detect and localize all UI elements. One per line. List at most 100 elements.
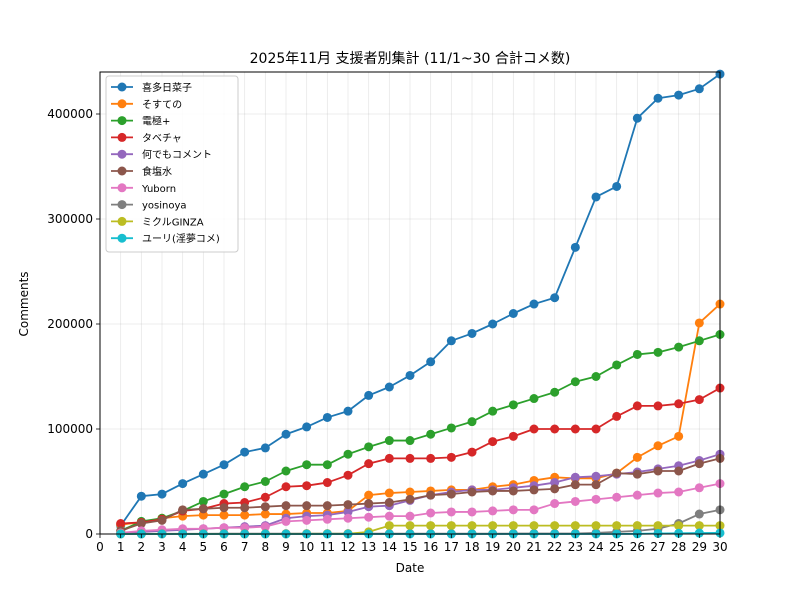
data-point [508, 505, 518, 515]
data-point [446, 336, 456, 346]
legend-label: 電極+ [142, 115, 170, 128]
data-point [384, 382, 394, 392]
data-point [343, 513, 353, 523]
data-point [384, 498, 394, 507]
data-point [653, 441, 663, 451]
data-point [302, 481, 312, 491]
data-point [364, 512, 374, 522]
data-point [219, 460, 229, 470]
data-point [674, 399, 684, 409]
x-tick-label: 18 [464, 540, 479, 554]
x-tick-label: 3 [158, 540, 166, 554]
x-tick-label: 19 [485, 540, 500, 554]
legend-marker [117, 82, 127, 92]
x-tick-label: 0 [96, 540, 104, 554]
data-point [364, 442, 374, 452]
data-point [570, 242, 580, 252]
data-point [384, 453, 394, 463]
data-point [260, 443, 270, 453]
data-point [570, 424, 580, 434]
data-point [219, 510, 229, 520]
data-point [694, 459, 704, 469]
data-point [591, 480, 601, 490]
x-tick-label: 8 [262, 540, 270, 554]
data-point [488, 486, 498, 496]
data-point [674, 528, 684, 538]
legend-marker [117, 216, 127, 226]
data-point [364, 459, 374, 469]
data-point [612, 360, 622, 370]
x-axis-label: Date [396, 561, 425, 575]
legend-item: タベチャ [111, 132, 182, 144]
data-point [260, 502, 270, 512]
x-tick-label: 12 [340, 540, 355, 554]
legend-marker [117, 116, 127, 126]
data-point [488, 506, 498, 516]
data-point [364, 490, 374, 500]
data-point [591, 192, 601, 202]
x-tick-label: 26 [630, 540, 645, 554]
data-point [653, 528, 663, 538]
legend-box [105, 75, 239, 253]
data-point [322, 514, 332, 524]
data-point [694, 509, 704, 519]
data-point [384, 488, 394, 498]
y-tick-label: 400000 [47, 107, 93, 121]
legend-item: yosinoya [111, 200, 187, 212]
data-point [694, 483, 704, 493]
data-point [426, 508, 436, 518]
x-tick-label: 13 [361, 540, 376, 554]
data-point [508, 431, 518, 441]
data-point [446, 452, 456, 462]
data-point [591, 494, 601, 504]
data-point [343, 406, 353, 416]
data-point [446, 521, 456, 531]
data-point [591, 471, 601, 481]
data-point [591, 521, 601, 531]
legend-label: Yuborn [141, 184, 176, 195]
data-point [467, 521, 477, 531]
data-point [612, 492, 622, 502]
series-1 [116, 69, 725, 531]
data-point [198, 469, 208, 479]
legend-marker [117, 200, 127, 210]
data-point [405, 494, 415, 504]
data-point [405, 436, 415, 446]
data-point [198, 510, 208, 520]
data-point [632, 452, 642, 462]
data-point [302, 515, 312, 525]
data-point [384, 436, 394, 446]
x-tick-label: 28 [671, 540, 686, 554]
data-point [343, 507, 353, 517]
data-point [550, 499, 560, 509]
legend-item: そすての [111, 99, 182, 111]
data-point [612, 521, 622, 531]
legend-marker [117, 99, 127, 109]
data-point [260, 509, 270, 519]
data-point [674, 487, 684, 497]
y-tick-label: 100000 [47, 422, 93, 436]
data-point [488, 437, 498, 447]
data-point [694, 336, 704, 346]
x-tick-label: 11 [320, 540, 335, 554]
data-point [674, 90, 684, 100]
data-point [653, 488, 663, 498]
y-tick-label: 200000 [47, 317, 93, 331]
x-tick-label: 23 [568, 540, 583, 554]
data-point [570, 496, 580, 506]
y-tick-label: 0 [85, 527, 93, 541]
legend-marker [117, 149, 127, 159]
legend-item: ミクルGINZA [111, 216, 204, 228]
x-tick-label: 30 [712, 540, 727, 554]
data-point [694, 395, 704, 405]
legend-label: ミクルGINZA [142, 216, 204, 228]
legend-label: yosinoya [142, 201, 187, 212]
data-point [136, 519, 146, 528]
data-point [550, 484, 560, 494]
data-point [570, 480, 580, 490]
legend-label: ユーリ(淫夢コメ) [142, 232, 220, 245]
legend-label: タベチャ [142, 132, 182, 144]
x-tick-label: 24 [588, 540, 603, 554]
y-tick-label: 300000 [47, 212, 93, 226]
data-point [612, 468, 622, 478]
